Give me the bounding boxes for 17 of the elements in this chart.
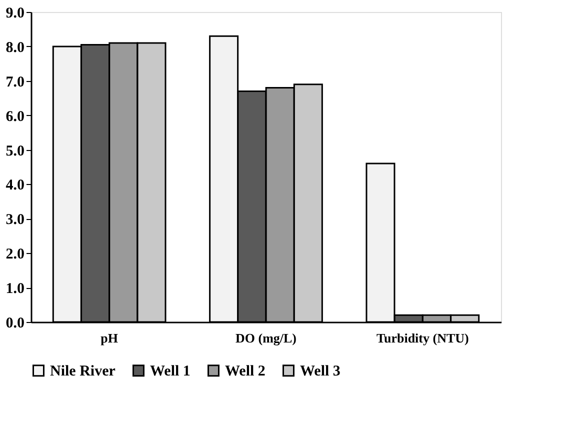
x-tick-label: DO (mg/L) [235, 330, 297, 346]
y-tick-label: 0.0 [6, 316, 24, 332]
y-tick-label: 9.0 [6, 6, 24, 22]
y-tick-label: 2.0 [6, 246, 24, 263]
y-tick-label: 4.0 [6, 178, 24, 194]
legend-label: Well 3 [300, 364, 340, 380]
y-tick-label: 1.0 [6, 281, 24, 298]
legend-label: Nile River [50, 364, 116, 380]
x-tick-label: pH [100, 330, 118, 346]
legend-label: Well 2 [225, 364, 266, 380]
y-tick-label: 5.0 [6, 143, 24, 160]
y-tick-label: 7.0 [6, 74, 24, 90]
y-tick-label: 8.0 [6, 40, 24, 56]
x-tick-label: Turbidity (NTU) [376, 330, 469, 346]
y-tick-label: 3.0 [6, 212, 24, 228]
legend-label: Well 1 [150, 364, 190, 380]
y-tick-label: 6.0 [6, 108, 24, 125]
